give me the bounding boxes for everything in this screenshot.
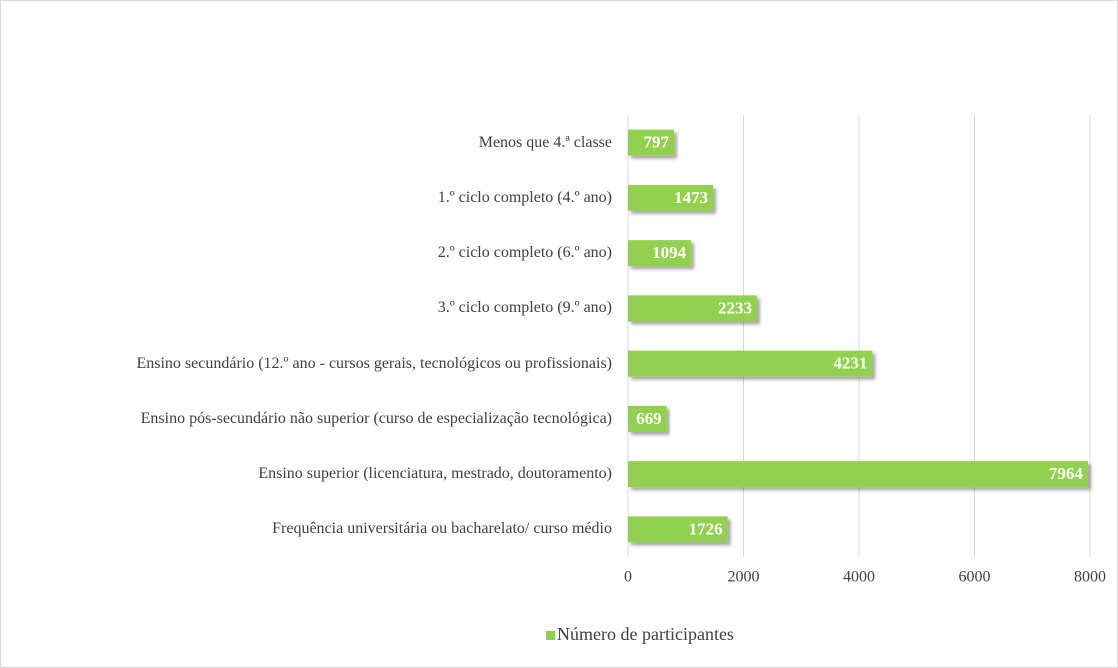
bar: [628, 516, 728, 543]
bar: [628, 295, 757, 322]
legend-swatch: [546, 631, 555, 640]
y-tick-label: Ensino pós-secundário não superior (curs…: [140, 409, 612, 427]
bar: [628, 350, 873, 377]
y-tick-label: 3.º ciclo completo (9.º ano): [437, 299, 612, 317]
x-tick-label: 4000: [843, 569, 875, 586]
x-tick-label: 8000: [1074, 569, 1106, 586]
y-tick-label: 2.º ciclo completo (6.º ano): [437, 244, 612, 262]
y-tick-label: Frequência universitária ou bacharelato/…: [272, 520, 612, 538]
y-tick-label: Ensino secundário (12.º ano - cursos ger…: [136, 354, 612, 372]
bar: [628, 461, 1088, 488]
y-tick-label: 1.º ciclo completo (4.º ano): [437, 188, 612, 206]
y-tick-label: Ensino superior (licenciatura, mestrado,…: [258, 465, 612, 483]
data-label: 1473: [674, 188, 708, 207]
x-tick-label: 2000: [728, 569, 760, 586]
bar: [628, 184, 714, 211]
y-tick-label: Menos que 4.ª classe: [478, 133, 612, 151]
bar: [628, 129, 675, 156]
data-label: 4231: [833, 354, 867, 373]
x-tick-label: 0: [624, 569, 632, 586]
bar: [628, 405, 667, 432]
data-label: 1094: [652, 243, 687, 262]
data-label: 669: [636, 409, 662, 428]
x-tick-label: 6000: [959, 569, 991, 586]
bar: [628, 240, 692, 267]
data-label: 1726: [689, 519, 723, 538]
data-label: 2233: [718, 298, 752, 317]
data-label: 7964: [1049, 464, 1084, 483]
legend-label: Número de participantes: [557, 624, 734, 644]
data-label: 797: [644, 133, 670, 152]
